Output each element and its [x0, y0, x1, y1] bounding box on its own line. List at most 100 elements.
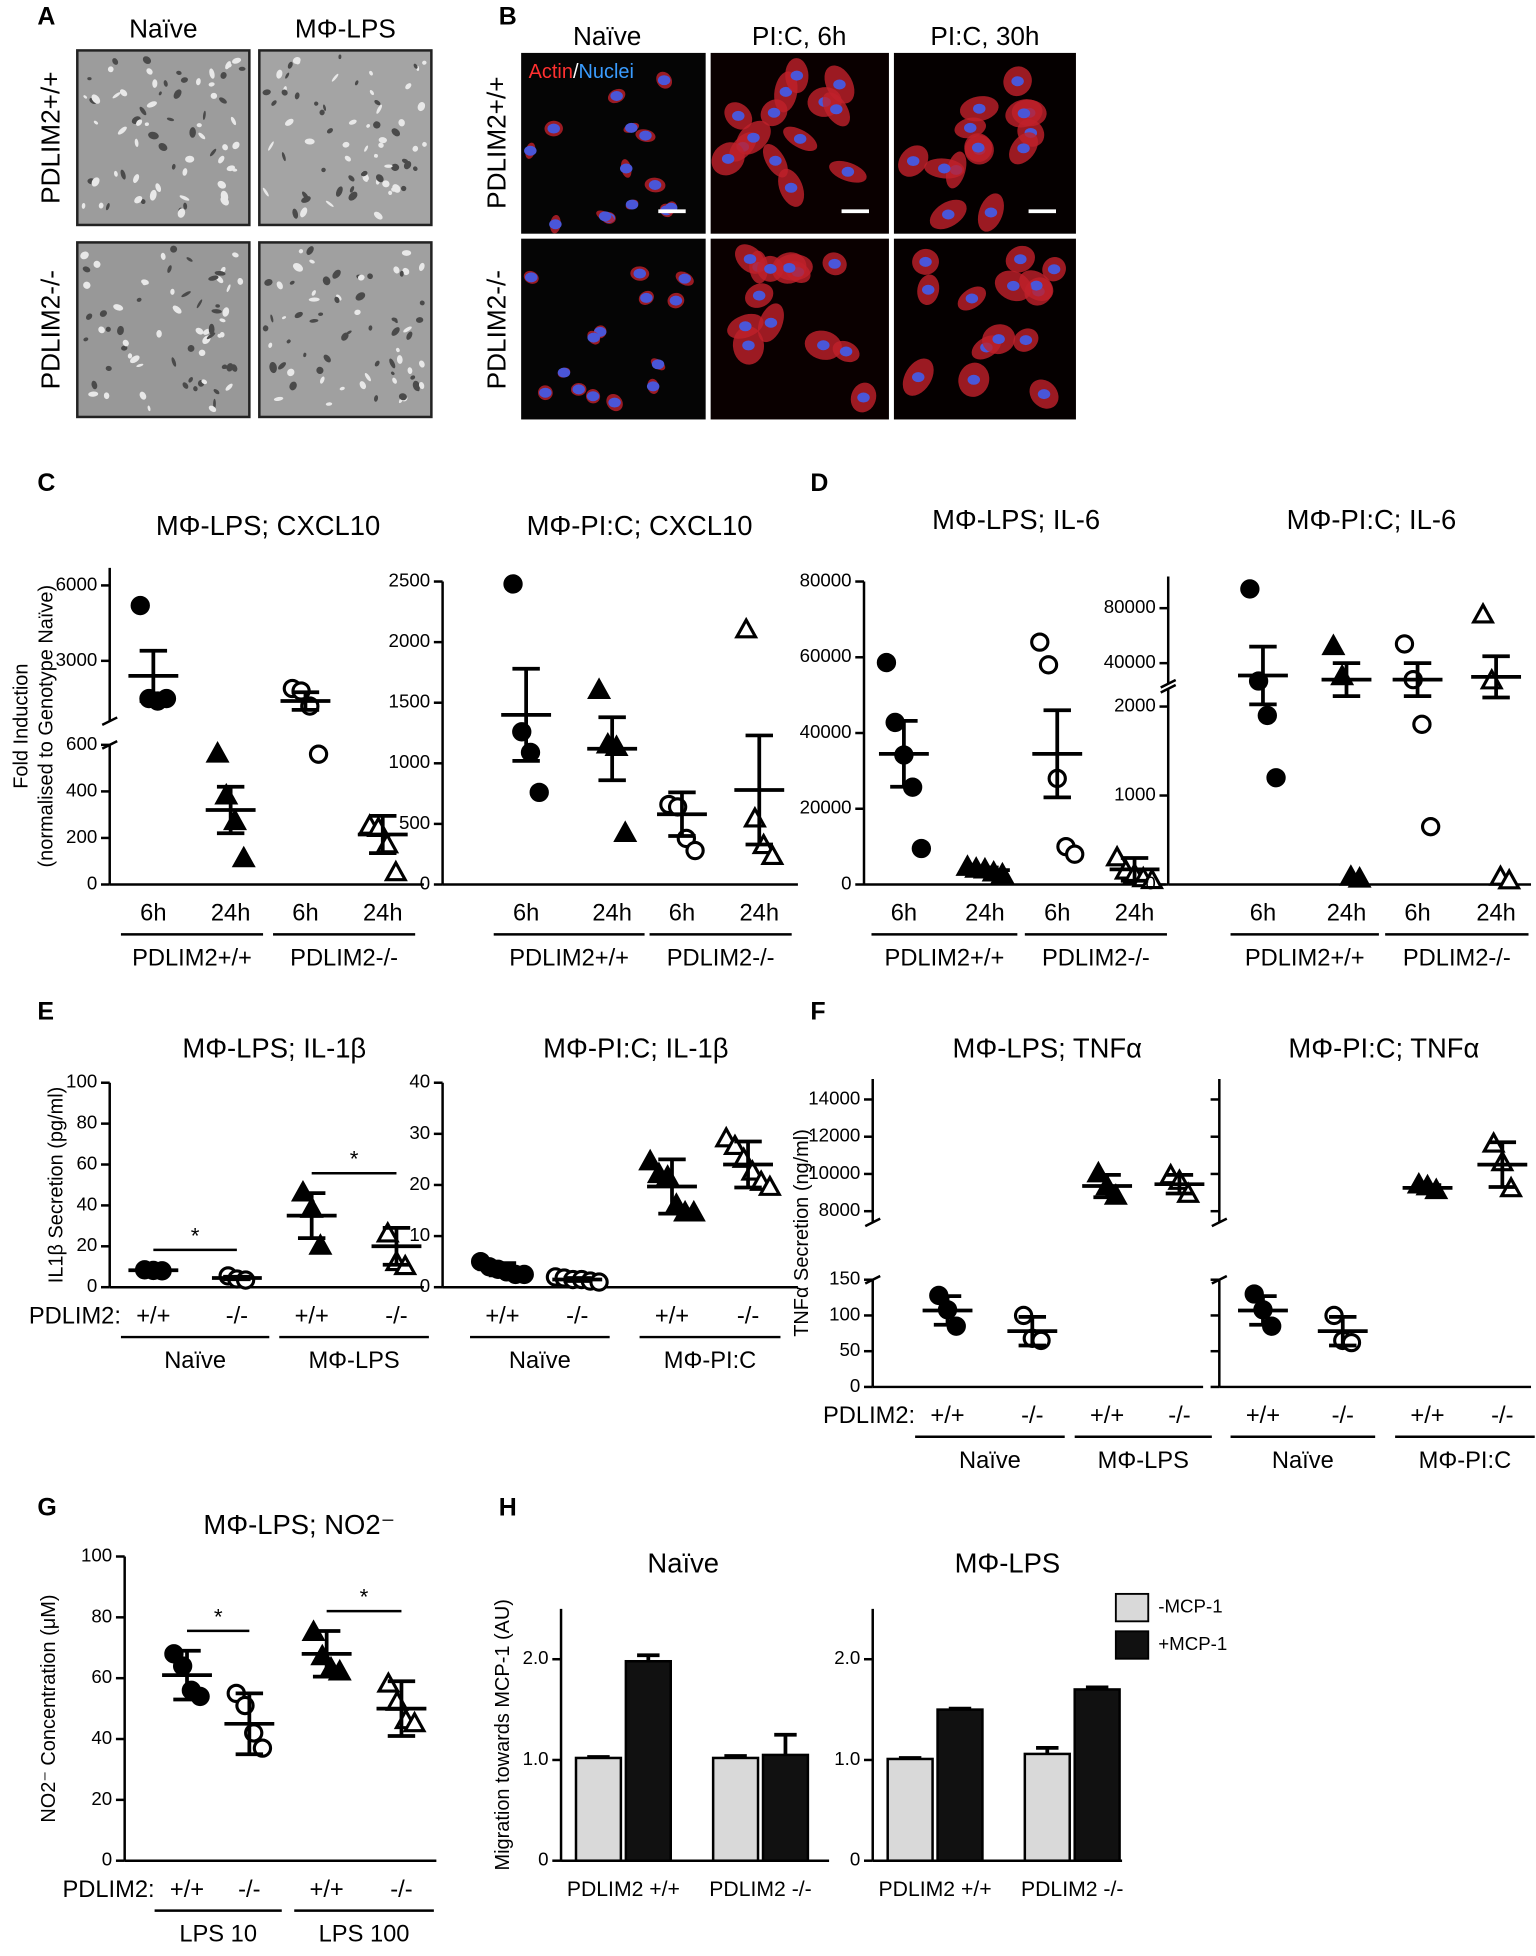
x-tick-label: -/-: [1332, 1403, 1354, 1429]
cell: [226, 363, 234, 372]
x-tick-label: -/-: [385, 1303, 407, 1329]
nucleus: [742, 340, 755, 351]
x-tick-label: PDLIM2 +/+: [567, 1878, 680, 1901]
cell: [389, 358, 396, 369]
cell: [232, 252, 239, 258]
cell: [136, 297, 142, 302]
nucleus: [906, 156, 920, 167]
nucleus: [1014, 254, 1027, 265]
nucleus: [549, 219, 562, 230]
nucleus: [608, 397, 621, 408]
cell: [209, 148, 217, 157]
data-point: [1244, 1284, 1264, 1304]
x-tick-label: 6h: [1250, 901, 1276, 927]
nucleus: [782, 262, 796, 273]
cell: [222, 307, 230, 317]
nucleus: [839, 346, 853, 357]
cell: [294, 311, 303, 319]
data-point: [1030, 632, 1050, 652]
cell: [419, 360, 425, 368]
cell: [264, 279, 273, 286]
nucleus: [752, 290, 766, 301]
y-tick-label: 2500: [389, 569, 431, 590]
cell: [399, 270, 404, 277]
data-point: [1321, 633, 1346, 656]
cell: [182, 168, 188, 176]
cell: [91, 94, 101, 104]
nucleus: [572, 384, 585, 395]
nucleus: [732, 110, 745, 121]
cell: [208, 323, 215, 335]
group-label: PDLIM2-/-: [1403, 946, 1511, 972]
x-tick-label: -/-: [238, 1877, 260, 1903]
y-tick-label: 40: [409, 1071, 430, 1092]
cell: [325, 200, 334, 207]
cell: [141, 279, 149, 285]
group-label: PDLIM2-/-: [1042, 946, 1150, 972]
cell: [309, 259, 315, 264]
cell: [388, 190, 393, 196]
nucleus: [938, 163, 951, 174]
cell: [180, 77, 188, 83]
cell: [292, 208, 299, 219]
data-point: [1038, 655, 1059, 675]
nucleus: [1030, 280, 1043, 291]
cell: [391, 317, 398, 322]
cell: [225, 61, 231, 70]
data-point: [252, 1738, 273, 1758]
cell: [357, 274, 365, 281]
x-tick-label: -/-: [1168, 1403, 1190, 1429]
cell: [322, 276, 331, 286]
cell: [338, 54, 342, 60]
nucleus: [539, 387, 552, 398]
nucleus: [610, 91, 623, 102]
nucleus: [669, 295, 683, 306]
cell: [407, 367, 413, 375]
panel-letter: H: [499, 1494, 517, 1522]
cell: [289, 280, 295, 285]
legend-swatch: [1114, 1630, 1150, 1660]
cell: [195, 327, 204, 335]
y-tick-label: 0: [1145, 872, 1155, 893]
nucleus: [817, 340, 830, 351]
nucleus: [547, 123, 560, 134]
cell: [406, 331, 413, 340]
x-tick-label: -/-: [1021, 1403, 1043, 1429]
cell: [339, 386, 345, 391]
data-point: [1257, 705, 1277, 726]
y-tick-label: 20000: [800, 797, 852, 818]
cell: [364, 372, 371, 382]
cell: [202, 110, 206, 121]
chart-title: MΦ-PI:C; TNFα: [1288, 1033, 1479, 1064]
nucleus: [965, 293, 979, 304]
cell: [403, 160, 412, 170]
data-point: [742, 805, 767, 828]
cell: [277, 362, 287, 370]
significance-label: *: [191, 1223, 200, 1248]
cell: [112, 92, 121, 99]
panel-a: Naïve MΦ-LPS PDLIM2+/+ PDLIM2-/-: [35, 13, 433, 419]
cell: [176, 70, 182, 75]
cell: [262, 187, 269, 197]
cell: [349, 186, 355, 193]
bar: [1023, 1752, 1071, 1862]
cell: [354, 309, 361, 316]
data-point: [1394, 634, 1415, 654]
y-tick-label: 200: [66, 826, 97, 847]
cell: [206, 332, 216, 340]
cell: [105, 203, 110, 211]
cell: [326, 128, 333, 134]
cell: [373, 153, 378, 158]
cell: [171, 163, 176, 170]
cell: [105, 326, 111, 332]
cell: [133, 174, 140, 183]
row-label: PDLIM2:: [823, 1403, 915, 1429]
nucleus: [657, 75, 671, 86]
cell: [412, 380, 421, 391]
nucleus: [973, 103, 986, 114]
cell: [152, 79, 158, 88]
data-point: [156, 688, 177, 709]
cell: [309, 318, 319, 323]
x-tick-label: 24h: [1327, 901, 1366, 927]
cell: [405, 83, 412, 90]
